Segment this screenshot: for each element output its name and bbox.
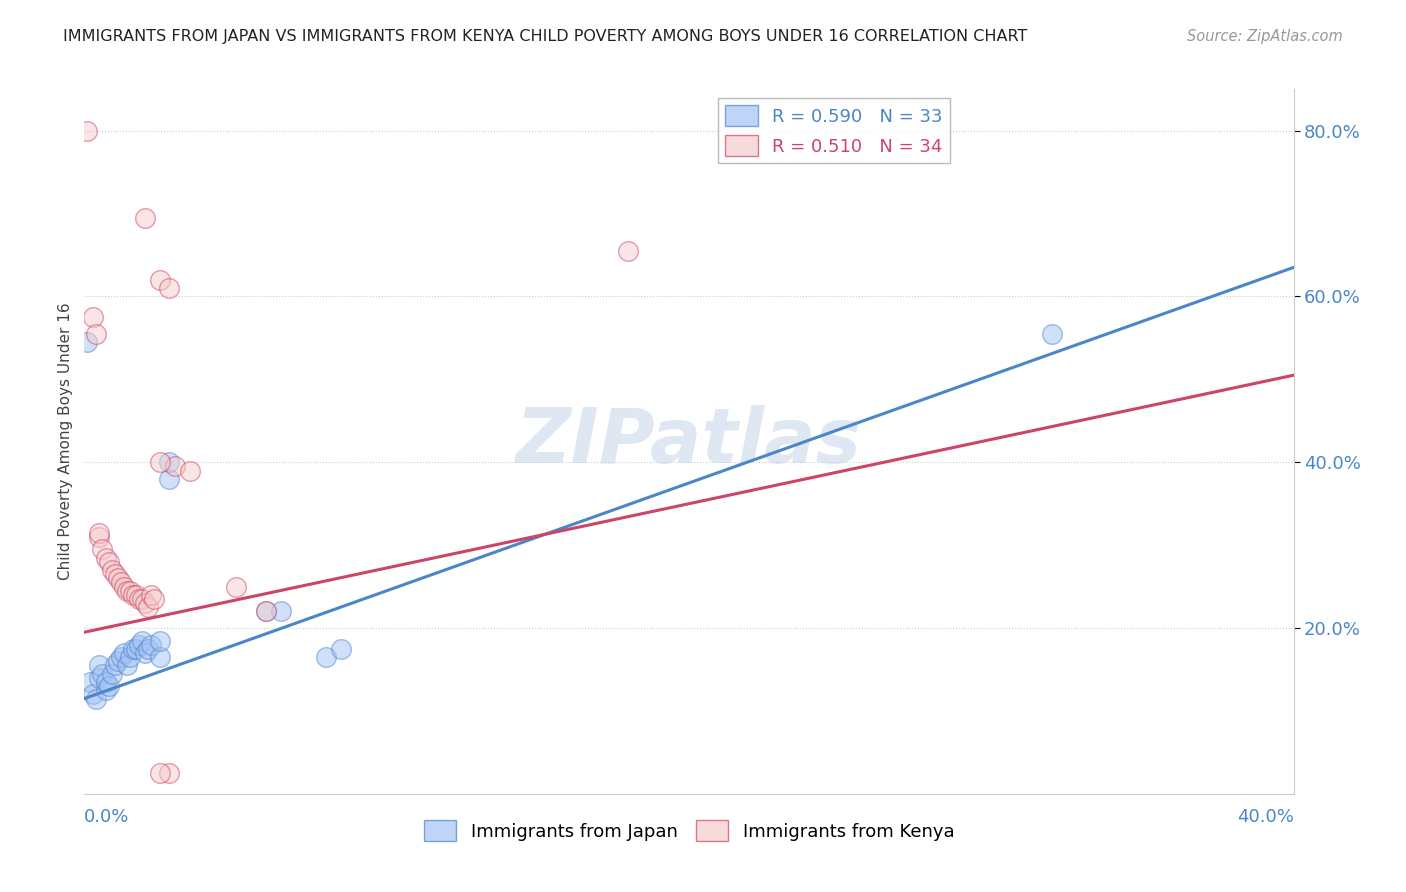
Point (100, 666, 122, 681)
Point (139, 588, 162, 602)
Point (139, 638, 162, 652)
Point (131, 592, 153, 607)
Point (89, 658, 111, 673)
Point (89, 525, 111, 540)
Point (107, 571, 129, 585)
Point (76, 123, 98, 137)
Point (121, 641, 143, 656)
Point (134, 211, 156, 225)
Point (82, 687, 104, 701)
Point (157, 766, 180, 780)
Point (86, 326, 108, 341)
Point (110, 650, 132, 665)
Point (104, 567, 127, 582)
Point (157, 472, 180, 486)
Text: ZIPatlas: ZIPatlas (516, 405, 862, 478)
Point (115, 583, 138, 598)
Point (149, 766, 172, 780)
Point (89, 530, 111, 544)
Point (142, 592, 165, 607)
Point (136, 600, 159, 615)
Point (330, 641, 353, 656)
Point (91, 666, 114, 681)
Point (165, 459, 187, 474)
Point (94, 683, 117, 698)
Point (149, 273, 172, 287)
Point (86, 691, 108, 706)
Point (315, 650, 337, 665)
Y-axis label: Child Poverty Among Boys Under 16: Child Poverty Among Boys Under 16 (58, 302, 73, 581)
Point (128, 638, 150, 652)
Point (131, 633, 153, 648)
Point (112, 580, 135, 594)
Point (94, 675, 117, 690)
Point (112, 646, 135, 660)
Point (89, 671, 111, 685)
Point (104, 658, 127, 673)
Point (94, 550, 117, 565)
Point (134, 646, 156, 660)
Point (107, 654, 129, 668)
Point (97, 555, 120, 569)
Point (179, 464, 201, 478)
Point (79, 675, 101, 690)
Point (149, 633, 172, 648)
Point (110, 575, 132, 590)
Point (136, 641, 159, 656)
Point (225, 580, 247, 594)
Point (125, 588, 148, 602)
Point (115, 658, 138, 673)
Text: Source: ZipAtlas.com: Source: ZipAtlas.com (1187, 29, 1343, 44)
Point (125, 641, 148, 656)
Point (149, 455, 172, 469)
Text: 0.0%: 0.0% (84, 808, 129, 826)
Point (76, 334, 98, 349)
Point (1040, 326, 1063, 341)
Point (157, 455, 180, 469)
Text: 40.0%: 40.0% (1237, 808, 1294, 826)
Point (617, 244, 640, 258)
Point (118, 650, 141, 665)
Point (270, 605, 292, 619)
Point (134, 596, 156, 610)
Text: IMMIGRANTS FROM JAPAN VS IMMIGRANTS FROM KENYA CHILD POVERTY AMONG BOYS UNDER 16: IMMIGRANTS FROM JAPAN VS IMMIGRANTS FROM… (63, 29, 1028, 44)
Point (91, 542, 114, 557)
Point (157, 281, 180, 295)
Point (254, 605, 277, 619)
Point (254, 605, 277, 619)
Point (121, 588, 143, 602)
Point (82, 310, 104, 325)
Point (100, 563, 122, 577)
Point (149, 650, 172, 665)
Point (118, 583, 141, 598)
Point (97, 679, 120, 693)
Point (128, 592, 150, 607)
Legend: R = 0.590   N = 33, R = 0.510   N = 34: R = 0.590 N = 33, R = 0.510 N = 34 (718, 98, 950, 163)
